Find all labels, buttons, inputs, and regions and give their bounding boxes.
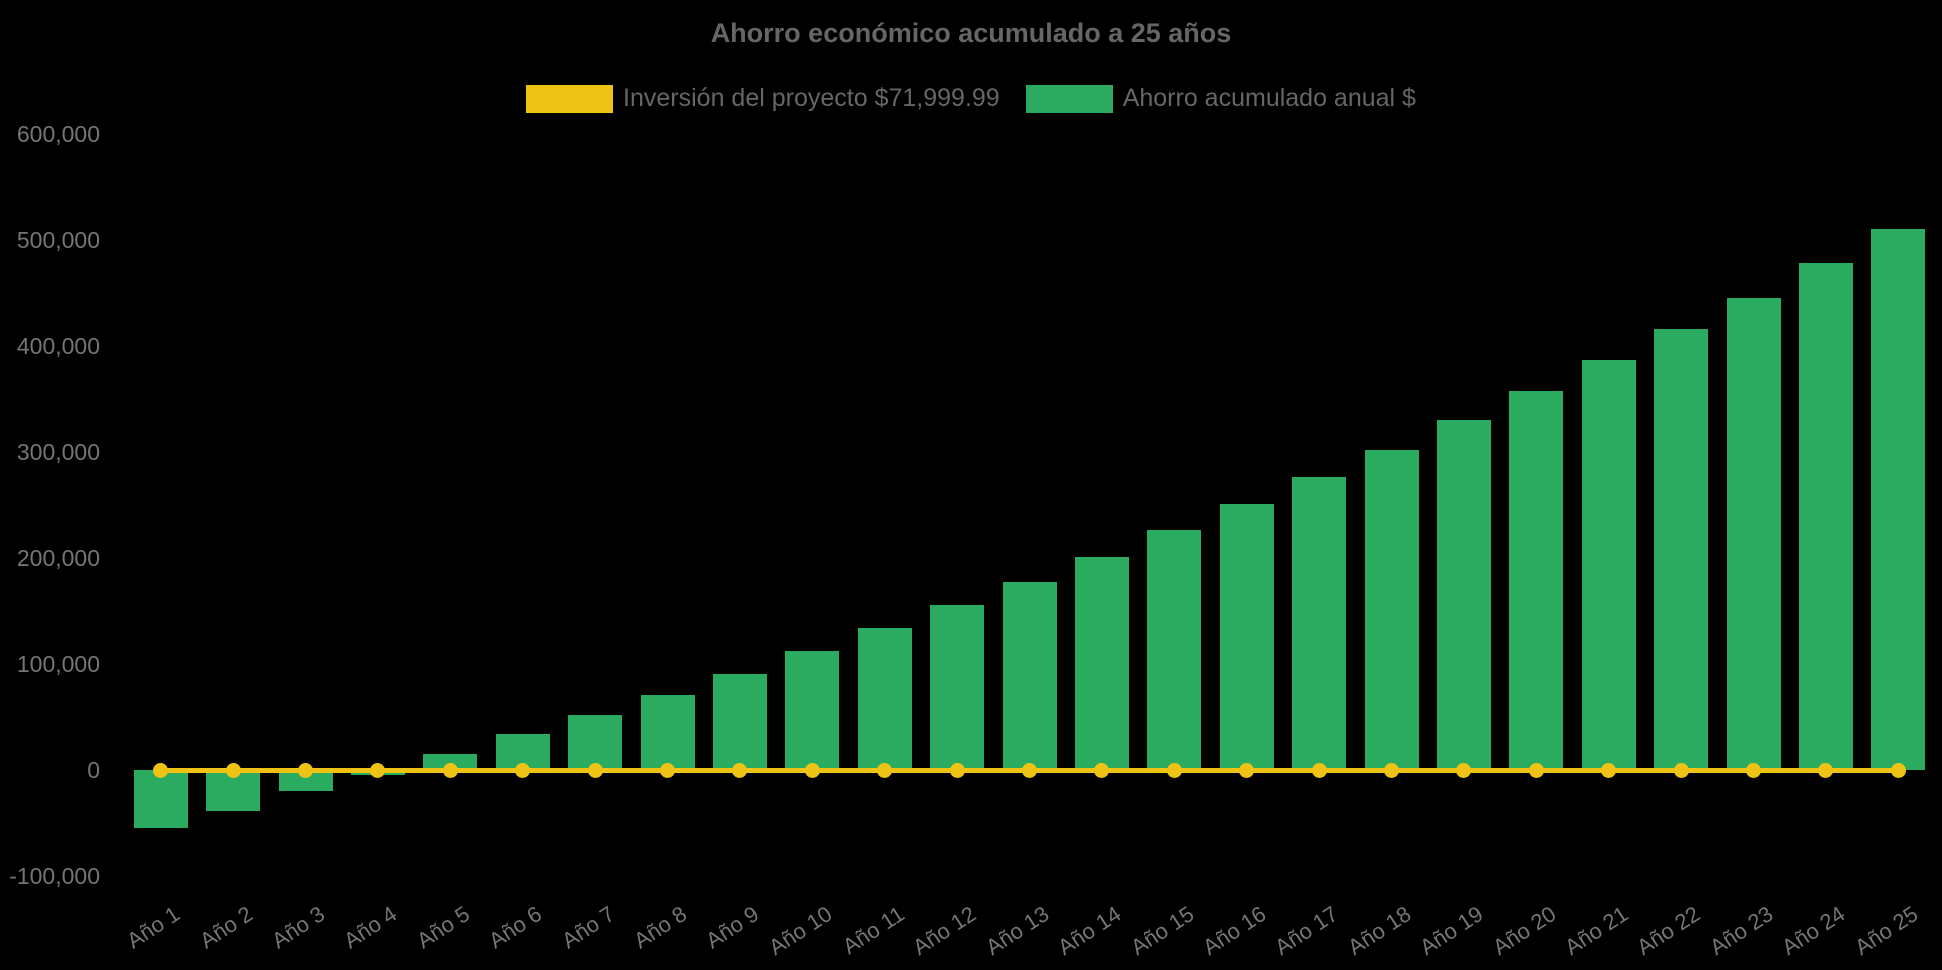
investment-line-point (1890, 762, 1906, 778)
bar-año-11[interactable] (858, 628, 912, 770)
bar-año-23[interactable] (1727, 298, 1781, 770)
x-axis-label-año-1: Año 1 (122, 901, 185, 954)
investment-line-point (732, 762, 748, 778)
investment-line-point (1166, 762, 1182, 778)
bar-año-15[interactable] (1147, 530, 1201, 770)
y-axis-tick-label: -100,000 (9, 863, 100, 889)
investment-line-point (1528, 762, 1544, 778)
investment-line-point (1818, 762, 1834, 778)
x-axis-label-año-24: Año 24 (1777, 901, 1850, 960)
investment-line-point (370, 762, 386, 778)
bar-año-18[interactable] (1365, 450, 1419, 770)
investment-line-point (587, 762, 603, 778)
bar-año-5[interactable] (423, 754, 477, 770)
x-axis-label-año-16: Año 16 (1198, 901, 1271, 960)
bar-año-3[interactable] (279, 770, 333, 791)
investment-line-point (1673, 762, 1689, 778)
y-axis-tick-label: 0 (87, 757, 100, 783)
legend-item-investment[interactable]: Inversión del proyecto $71,999.99 (526, 84, 1000, 113)
x-axis-label-año-17: Año 17 (1270, 901, 1343, 960)
x-axis-label-año-21: Año 21 (1560, 901, 1633, 960)
x-axis-label-año-25: Año 25 (1849, 901, 1922, 960)
investment-line-point (515, 762, 531, 778)
x-axis-label-año-7: Año 7 (556, 901, 619, 954)
x-axis-label-año-10: Año 10 (763, 901, 836, 960)
y-axis-tick-label: 100,000 (16, 651, 100, 677)
x-axis-label-año-3: Año 3 (267, 901, 330, 954)
bar-año-13[interactable] (1003, 582, 1057, 770)
x-axis-label-año-20: Año 20 (1487, 901, 1560, 960)
bar-año-1[interactable] (134, 770, 188, 828)
y-axis-tick-label: 200,000 (16, 545, 100, 571)
chart-title: Ahorro económico acumulado a 25 años (710, 18, 1232, 48)
x-axis-label-año-2: Año 2 (194, 901, 257, 954)
investment-line-point (1094, 762, 1110, 778)
bar-año-10[interactable] (785, 651, 839, 770)
investment-line-point (298, 762, 313, 778)
investment-legend-swatch (526, 84, 614, 113)
bar-año-7[interactable] (568, 715, 622, 770)
y-axis-tick-label: 300,000 (16, 439, 100, 465)
investment-line-point (442, 762, 458, 778)
x-axis-label-año-6: Año 6 (484, 901, 547, 954)
legend-label-investment: Inversión del proyecto $71,999.99 (623, 84, 1000, 112)
x-axis-label-año-4: Año 4 (339, 901, 402, 954)
legend-label-savings: Ahorro acumulado anual $ (1122, 84, 1416, 112)
y-axis-tick-label: 500,000 (16, 227, 100, 253)
x-axis-label-año-18: Año 18 (1343, 901, 1416, 960)
savings-legend-swatch (1025, 84, 1113, 113)
bar-año-14[interactable] (1075, 557, 1129, 770)
investment-line-point (1239, 762, 1255, 778)
investment-line-point (1022, 762, 1037, 778)
investment-line-point (1601, 762, 1617, 778)
legend-item-savings[interactable]: Ahorro acumulado anual $ (1025, 84, 1416, 113)
bar-año-22[interactable] (1654, 329, 1708, 770)
bar-año-8[interactable] (641, 695, 695, 770)
x-axis-label-año-5: Año 5 (412, 901, 474, 954)
x-axis-label-año-9: Año 9 (701, 901, 764, 954)
x-axis-label-año-19: Año 19 (1415, 901, 1488, 960)
investment-line-point (1384, 762, 1399, 778)
x-axis-label-año-8: Año 8 (629, 901, 692, 954)
x-axis-label-año-13: Año 13 (981, 901, 1054, 960)
bar-año-21[interactable] (1582, 360, 1636, 770)
investment-line-point (1311, 762, 1327, 778)
x-axis-label-año-23: Año 23 (1705, 901, 1778, 960)
investment-line-point (877, 762, 893, 778)
investment-line-point (949, 762, 965, 778)
x-axis-label-año-12: Año 12 (908, 901, 981, 960)
investment-line-point (225, 762, 241, 778)
chart-legend: Inversión del proyecto $71,999.99 Ahorro… (0, 84, 1942, 113)
y-axis-tick-label: 600,000 (16, 121, 100, 147)
investment-line-point (153, 762, 169, 778)
x-axis-label-año-22: Año 22 (1632, 901, 1705, 960)
bar-año-20[interactable] (1509, 391, 1563, 770)
y-axis-tick-label: 400,000 (16, 333, 100, 359)
investment-line-point (804, 762, 820, 778)
bar-año-24[interactable] (1799, 263, 1853, 770)
bar-año-12[interactable] (930, 605, 984, 770)
investment-line-point (660, 762, 675, 778)
x-axis-label-año-14: Año 14 (1053, 901, 1126, 960)
bar-año-17[interactable] (1292, 477, 1346, 770)
bar-año-19[interactable] (1437, 420, 1491, 770)
x-axis-label-año-15: Año 15 (1125, 901, 1198, 960)
bar-año-16[interactable] (1220, 504, 1274, 770)
bar-año-9[interactable] (713, 674, 767, 770)
investment-line-point (1456, 762, 1472, 778)
bar-año-25[interactable] (1871, 229, 1925, 770)
investment-line-point (1746, 762, 1761, 778)
x-axis-label-año-11: Año 11 (837, 901, 909, 960)
